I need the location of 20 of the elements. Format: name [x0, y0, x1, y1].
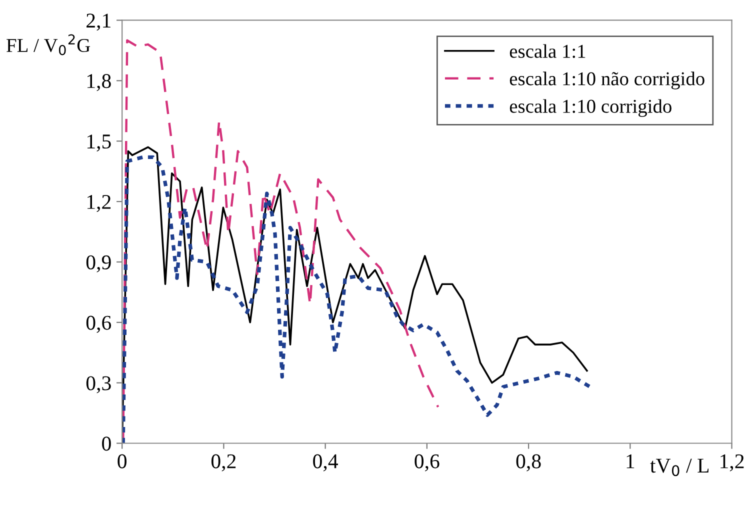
x-tick-label: 1,2 [720, 454, 744, 472]
legend-label: escala 1:1 [510, 44, 586, 58]
y-axis-title: FL / V$_{0}$$^{2}$G [6, 34, 90, 56]
x-tick-label: 0,8 [516, 454, 541, 472]
y-tick-label: 1,5 [87, 134, 111, 152]
y-tick-label: 0,3 [86, 376, 111, 394]
y-tick-label: 0 [102, 436, 111, 451]
y-tick-label: 0,9 [86, 255, 111, 272]
x-tick-label: 0,4 [313, 454, 338, 472]
y-tick-label: 1,8 [87, 74, 111, 92]
y-tick-label: 0,6 [86, 316, 112, 333]
y-tick-label: 1,2 [87, 194, 111, 212]
y-tick-label: 2,1 [86, 14, 110, 31]
x-tick-label: 0,2 [211, 454, 236, 472]
x-tick-label: 0 [118, 454, 126, 468]
x-axis-title: tV$_{0}$ / L [650, 458, 709, 476]
legend-label: escala 1:10 corrigido [510, 99, 672, 117]
legend-label: escala 1:10 não corrigido [510, 72, 704, 90]
x-tick-label: 0,6 [414, 454, 440, 472]
x-tick-label: 1 [626, 454, 634, 468]
